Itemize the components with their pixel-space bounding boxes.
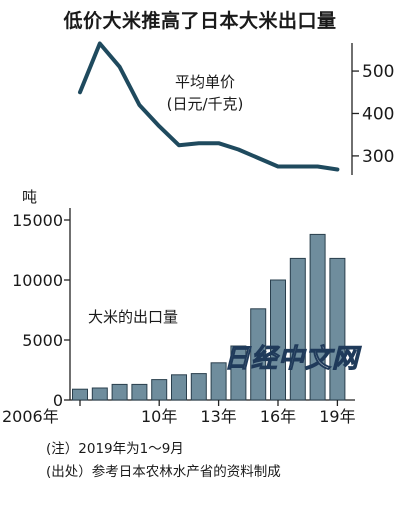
- export-bar: [309, 233, 326, 401]
- export-y-tick-label: 15000: [12, 211, 63, 230]
- export-bar: [111, 383, 128, 401]
- export-x-tick-label: 16年: [260, 407, 296, 426]
- price-line-chart: 300 400 500 平均单价 (日元/千克): [78, 41, 394, 175]
- export-x-tick-label: 10年: [141, 407, 177, 426]
- note-text: (注）2019年为1～9月: [46, 441, 184, 457]
- export-y-tick-label: 0: [53, 391, 63, 410]
- export-x-tick-label: 13年: [200, 407, 236, 426]
- export-bar: [151, 379, 168, 401]
- export-bar: [72, 388, 88, 401]
- export-bar: [329, 257, 346, 401]
- export-bar: [190, 373, 207, 401]
- export-bar: [250, 308, 267, 401]
- price-series-label: 平均单价: [175, 73, 235, 91]
- export-bar: [230, 345, 247, 401]
- export-bar: [91, 387, 108, 401]
- footnotes: (注）2019年为1～9月 (出处）参考日本农林水产省的资料制成: [46, 438, 281, 484]
- export-y-tick-label: 5000: [22, 331, 63, 350]
- export-series-label: 大米的出口量: [88, 308, 178, 326]
- export-x-tick-label: 2006年: [2, 407, 59, 426]
- export-bar: [131, 383, 148, 401]
- chart-title: 低价大米推高了日本大米出口量: [63, 10, 337, 32]
- export-unit-label: 吨: [22, 188, 37, 206]
- export-bar: [171, 374, 187, 401]
- source-text: (出处）参考日本农林水产省的资料制成: [46, 464, 281, 480]
- export-bar: [289, 257, 306, 401]
- price-series-label: (日元/千克): [167, 95, 244, 113]
- watermark-logo: 日经中文网: [223, 344, 360, 375]
- price-series-line: [78, 41, 340, 172]
- price-y-tick-label: 400: [362, 104, 394, 124]
- export-bar-chart: 0 5000 10000 15000 吨 2006年 10年 13年 16年 19年 大米的出口量: [2, 188, 356, 426]
- export-x-tick-label: 19年: [319, 407, 355, 426]
- export-y-tick-label: 10000: [12, 271, 63, 290]
- price-y-tick-label: 300: [362, 147, 394, 167]
- price-y-tick-label: 500: [362, 62, 394, 82]
